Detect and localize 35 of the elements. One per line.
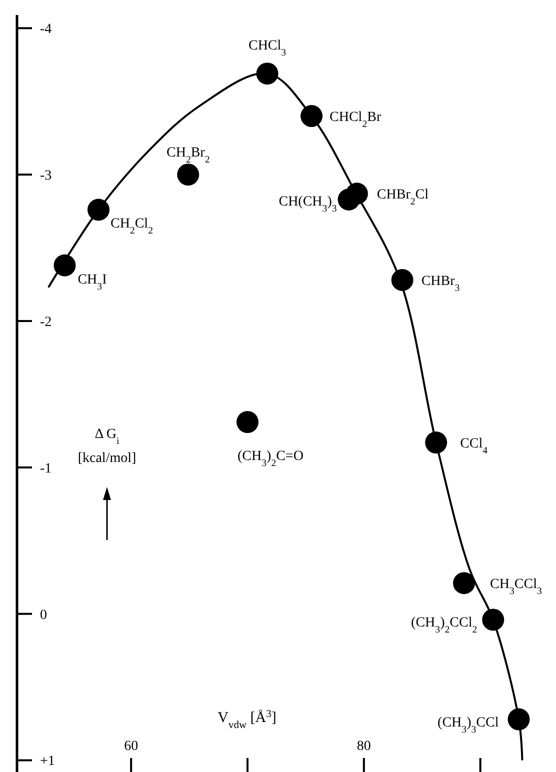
point [425,432,448,454]
x-axis-title: V$_{vdw}$ [Å$^{3}$] [218,708,276,730]
annotation: (CH$_{3}$)$_{3}$CCl [438,715,499,735]
y-tick-label: -2 [40,314,52,330]
annotation: CH$_{3}$CCl$_{3}$ [490,577,542,597]
annotation: CH$_{3}$I [78,272,108,292]
annotation: (CH$_{3}$)$_{2}$CCl$_{2}$ [411,616,478,636]
annotation: (CH$_{3}$)$_{2}$C=O [238,449,304,469]
point [482,608,504,631]
annotation: CHCl$_{3}$ [248,38,286,58]
point [453,572,476,594]
point [346,182,368,205]
point [54,254,76,276]
y-tick-label: -1 [40,461,52,476]
y-tick-label: -3 [40,168,52,184]
point [87,198,110,221]
annotation: CH$_{2}$Br$_{2}$ [166,146,210,166]
y-tick-label: +1 [40,754,55,770]
point [391,269,414,292]
point [508,708,530,730]
annotation: CH$_{2}$Cl$_{2}$ [110,216,154,236]
point [300,105,323,128]
x-tick-label: 80 [356,739,371,754]
y-axis-title: Δ G$_{i}$ [kcal/mol] [78,427,136,466]
annotation: CCl$_{4}$ [460,436,488,456]
annotation: CH(CH$_{3}$)$_{3}$ [278,194,337,214]
annotation: CHBr$_{2}$Cl [376,188,429,208]
x-tick-label: 60 [124,739,138,754]
y-tick-label: 0 [40,608,47,623]
annotation: CHBr$_{3}$ [421,274,460,294]
annotation: CHCl$_{2}$Br [330,110,382,130]
point [177,164,200,186]
point [256,62,278,85]
y-tick-label: -4 [40,22,52,38]
point [236,411,258,434]
